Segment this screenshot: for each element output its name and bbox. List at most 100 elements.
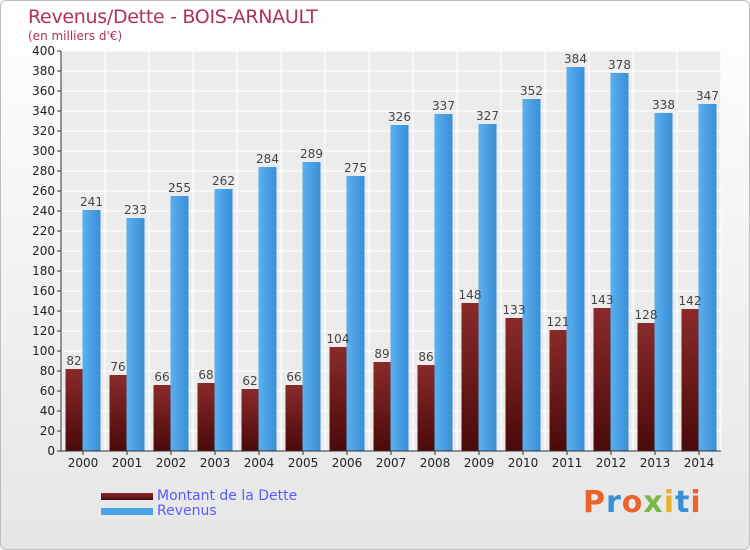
bar-revenue	[522, 99, 541, 451]
bar-debt	[681, 309, 699, 451]
y-tick-label: 140	[32, 304, 55, 318]
legend-swatch-revenue	[101, 507, 153, 515]
data-label-debt: 68	[198, 368, 213, 382]
chart-subtitle: (en milliers d'€)	[28, 29, 123, 43]
x-tick-label: 2008	[420, 456, 451, 470]
y-tick-label: 220	[32, 224, 55, 238]
proxiti-logo: Proxiti	[583, 485, 702, 520]
data-label-revenue: 241	[80, 195, 103, 209]
chart-title: Revenus/Dette - BOIS-ARNAULT	[28, 6, 318, 28]
bar-debt	[637, 323, 655, 451]
bar-debt	[197, 383, 215, 451]
legend-item-debt: Montant de la Dette	[101, 488, 297, 504]
bar-layer: 82 241 76 233 66 255 68 262 62 284 66 289 104 275 89 32…	[65, 52, 719, 451]
data-label-revenue: 255	[168, 181, 191, 195]
y-tick-label: 320	[32, 124, 55, 138]
data-label-debt: 121	[547, 315, 570, 329]
bar-revenue	[698, 104, 717, 451]
data-label-revenue: 337	[432, 99, 455, 113]
data-label-debt: 133	[503, 303, 526, 317]
bar-debt	[373, 362, 391, 451]
data-label-debt: 76	[110, 360, 125, 374]
bar-debt	[153, 385, 171, 451]
data-label-revenue: 233	[124, 203, 147, 217]
data-label-revenue: 284	[256, 152, 279, 166]
data-label-revenue: 384	[564, 52, 587, 66]
y-tick-label: 60	[40, 384, 55, 398]
logo-letter: P	[583, 485, 606, 520]
data-label-debt: 66	[286, 370, 301, 384]
data-label-revenue: 327	[476, 109, 499, 123]
y-tick-label: 360	[32, 84, 55, 98]
data-label-debt: 66	[154, 370, 169, 384]
data-label-debt: 62	[242, 374, 257, 388]
bar-revenue	[610, 73, 629, 451]
y-tick-label: 200	[32, 244, 55, 258]
bar-revenue	[170, 196, 189, 451]
bar-debt	[285, 385, 303, 451]
y-tick-label: 160	[32, 284, 55, 298]
y-tick-label: 180	[32, 264, 55, 278]
bar-debt	[549, 330, 567, 451]
data-label-debt: 142	[679, 294, 702, 308]
y-tick-label: 240	[32, 204, 55, 218]
y-tick-label: 340	[32, 104, 55, 118]
y-tick-label: 260	[32, 184, 55, 198]
bar-revenue	[434, 114, 453, 451]
y-tick-label: 380	[32, 64, 55, 78]
x-tick-label: 2006	[332, 456, 363, 470]
logo-letter: i	[690, 485, 702, 520]
y-tick-label: 120	[32, 324, 55, 338]
y-tick-label: 300	[32, 144, 55, 158]
logo-letter: r	[606, 485, 622, 520]
y-tick-label: 100	[32, 344, 55, 358]
data-label-revenue: 289	[300, 147, 323, 161]
y-tick-label: 280	[32, 164, 55, 178]
y-tick-label: 40	[40, 404, 55, 418]
x-tick-label: 2012	[596, 456, 627, 470]
x-tick-label: 2013	[640, 456, 671, 470]
bar-revenue	[214, 189, 233, 451]
bar-revenue	[654, 113, 673, 451]
x-tick-label: 2002	[156, 456, 187, 470]
y-tick-label: 0	[47, 444, 55, 458]
legend-item-revenue: Revenus	[101, 503, 217, 519]
x-tick-label: 2000	[68, 456, 99, 470]
data-label-revenue: 275	[344, 161, 367, 175]
bar-revenue	[390, 125, 409, 451]
logo-letter: t	[675, 485, 691, 520]
bar-revenue	[346, 176, 365, 451]
bar-debt	[329, 347, 347, 451]
x-tick-label: 2010	[508, 456, 539, 470]
data-label-revenue: 338	[652, 98, 675, 112]
x-tick-label: 2003	[200, 456, 231, 470]
data-label-revenue: 347	[696, 89, 719, 103]
x-tick-label: 2001	[112, 456, 143, 470]
data-label-revenue: 352	[520, 84, 543, 98]
bar-revenue	[126, 218, 145, 451]
y-tick-label: 400	[32, 44, 55, 58]
data-label-debt: 104	[327, 332, 350, 346]
bar-debt	[505, 318, 523, 451]
data-label-debt: 143	[591, 293, 614, 307]
logo-letter: o	[621, 485, 644, 520]
data-label-debt: 86	[418, 350, 433, 364]
bar-debt	[593, 308, 611, 451]
bar-debt	[461, 303, 479, 451]
logo-letter: x	[643, 485, 664, 520]
data-label-debt: 128	[635, 308, 658, 322]
bar-revenue	[478, 124, 497, 451]
bar-debt	[65, 369, 83, 451]
legend-label-revenue: Revenus	[157, 503, 217, 519]
data-label-revenue: 326	[388, 110, 411, 124]
y-tick-label: 80	[40, 364, 55, 378]
x-tick-label: 2009	[464, 456, 495, 470]
bar-debt	[241, 389, 259, 451]
bar-revenue	[258, 167, 277, 451]
logo-letter: i	[663, 485, 676, 520]
x-tick-label: 2007	[376, 456, 407, 470]
x-tick-label: 2004	[244, 456, 275, 470]
bar-debt	[417, 365, 435, 451]
